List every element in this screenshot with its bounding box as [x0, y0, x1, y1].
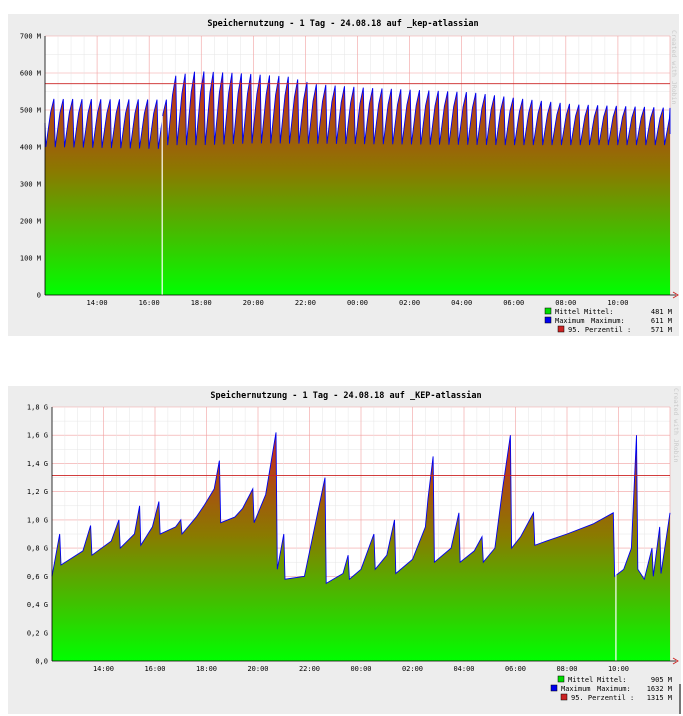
- legend-value-perzentil: 1315 M: [647, 694, 672, 702]
- x-tick-label: 20:00: [243, 299, 264, 307]
- y-tick-label: 400 M: [20, 144, 41, 152]
- legend-item-mittel: Mittel Mittel: 905 M: [557, 675, 672, 684]
- legend-name-perzentil: 95. Perzentil: [568, 326, 623, 334]
- x-tick-label: 14:00: [87, 299, 108, 307]
- y-tick-label: 0,0: [35, 658, 48, 666]
- y-tick-label: 300 M: [20, 181, 41, 189]
- chart-title: Speichernutzung - 1 Tag - 24.08.18 auf _…: [210, 390, 481, 401]
- y-tick-label: 1,2 G: [27, 488, 48, 496]
- legend-value-perzentil: 571 M: [651, 326, 672, 334]
- x-tick-label: 04:00: [453, 665, 474, 673]
- x-tick-label: 02:00: [399, 299, 420, 307]
- y-tick-label: 0: [37, 292, 41, 300]
- watermark: Created with JRobin: [670, 30, 678, 104]
- legend-label-maximum: Maximum:: [591, 317, 625, 325]
- legend-item-maximum: Maximum Maximum: 1632 M: [550, 684, 672, 693]
- y-tick-label: 1,0 G: [27, 516, 48, 524]
- x-axis-arrow-icon: [672, 291, 679, 299]
- chart-svg-bottom: Speichernutzung - 1 Tag - 24.08.18 auf _…: [0, 378, 683, 716]
- x-tick-label: 18:00: [196, 665, 217, 673]
- y-tick-label: 500 M: [20, 107, 41, 115]
- y-axis-labels: 0 100 M 200 M 300 M 400 M 500 M 600 M 700 M: [20, 33, 41, 300]
- chart-title: Speichernutzung - 1 Tag - 24.08.18 auf _…: [207, 18, 478, 29]
- legend: Mittel Mittel: 905 M Maximum Maximum: 16…: [550, 675, 672, 702]
- x-axis-labels: 14:00 16:00 18:00 20:00 22:00 00:00 02:00 04:00…: [87, 299, 629, 307]
- y-tick-label: 1,4 G: [27, 460, 48, 468]
- x-tick-label: 18:00: [191, 299, 212, 307]
- y-tick-label: 200 M: [20, 218, 41, 226]
- x-tick-label: 22:00: [295, 299, 316, 307]
- memory-chart-top: Speichernutzung - 1 Tag - 24.08.18 auf _…: [0, 0, 683, 340]
- x-axis-labels: 14:00 16:00 18:00 20:00 22:00 00:00 02:00 04:00…: [93, 665, 629, 673]
- y-tick-label: 700 M: [20, 33, 41, 41]
- x-tick-label: 10:00: [607, 299, 628, 307]
- legend-item-mittel: Mittel Mittel: 481 M: [544, 307, 672, 316]
- x-tick-label: 16:00: [139, 299, 160, 307]
- x-tick-label: 06:00: [505, 665, 526, 673]
- x-tick-label: 20:00: [247, 665, 268, 673]
- y-axis-labels: 0,0 0,2 G 0,4 G 0,6 G 0,8 G 1,0 G 1,2 G 1,4 G 1,…: [27, 404, 48, 666]
- legend-label-maximum: Maximum:: [597, 685, 631, 693]
- legend: Mittel Mittel: 481 M Maximum Maximum: 61…: [544, 307, 672, 334]
- watermark: Created with JRobin: [672, 388, 680, 462]
- legend-name-maximum: Maximum: [555, 317, 585, 325]
- legend-swatch-maximum: [550, 684, 558, 692]
- series-maximum-line: [51, 432, 671, 585]
- legend-label-mittel: Mittel:: [597, 676, 627, 684]
- series-maximum-line: [44, 71, 671, 149]
- y-tick-label: 0,2 G: [27, 629, 48, 637]
- memory-chart-bottom: Speichernutzung - 1 Tag - 24.08.18 auf _…: [0, 378, 683, 716]
- legend-name-perzentil: 95. Perzentil: [571, 694, 626, 702]
- x-axis-arrow-icon: [672, 657, 679, 665]
- y-tick-label: 600 M: [20, 70, 41, 78]
- legend-label-perzentil: :: [630, 694, 634, 702]
- legend-name-mittel: Mittel: [568, 676, 593, 684]
- x-tick-label: 06:00: [503, 299, 524, 307]
- legend-swatch-mittel: [557, 675, 565, 683]
- legend-swatch-perzentil: [560, 693, 568, 701]
- x-tick-label: 08:00: [556, 665, 577, 673]
- legend-item-perzentil: 95. Perzentil : 1315 M: [560, 693, 672, 702]
- x-tick-label: 08:00: [555, 299, 576, 307]
- y-tick-label: 1,8 G: [27, 404, 48, 412]
- series-mittel-area: [52, 432, 670, 661]
- legend-swatch-mittel: [544, 307, 552, 315]
- legend-label-mittel: Mittel:: [584, 308, 614, 316]
- x-tick-label: 10:00: [608, 665, 629, 673]
- x-tick-label: 02:00: [402, 665, 423, 673]
- x-tick-label: 22:00: [299, 665, 320, 673]
- legend-swatch-perzentil: [557, 325, 565, 333]
- legend-value-maximum: 1632 M: [647, 685, 672, 693]
- x-tick-label: 00:00: [347, 299, 368, 307]
- y-tick-label: 0,4 G: [27, 601, 48, 609]
- y-tick-label: 100 M: [20, 255, 41, 263]
- legend-item-perzentil: 95. Perzentil : 571 M: [557, 325, 672, 334]
- legend-swatch-maximum: [544, 316, 552, 324]
- legend-value-mittel: 481 M: [651, 308, 672, 316]
- x-tick-label: 14:00: [93, 665, 114, 673]
- legend-value-maximum: 611 M: [651, 317, 672, 325]
- chart-svg-top: Speichernutzung - 1 Tag - 24.08.18 auf _…: [0, 0, 683, 340]
- legend-name-maximum: Maximum: [561, 685, 591, 693]
- legend-label-perzentil: :: [627, 326, 631, 334]
- legend-item-maximum: Maximum Maximum: 611 M: [544, 316, 672, 325]
- legend-name-mittel: Mittel: [555, 308, 580, 316]
- y-tick-label: 0,8 G: [27, 545, 48, 553]
- legend-value-mittel: 905 M: [651, 676, 672, 684]
- x-tick-label: 16:00: [144, 665, 165, 673]
- y-tick-label: 0,6 G: [27, 573, 48, 581]
- x-tick-label: 00:00: [350, 665, 371, 673]
- y-tick-label: 1,6 G: [27, 432, 48, 440]
- x-tick-label: 04:00: [451, 299, 472, 307]
